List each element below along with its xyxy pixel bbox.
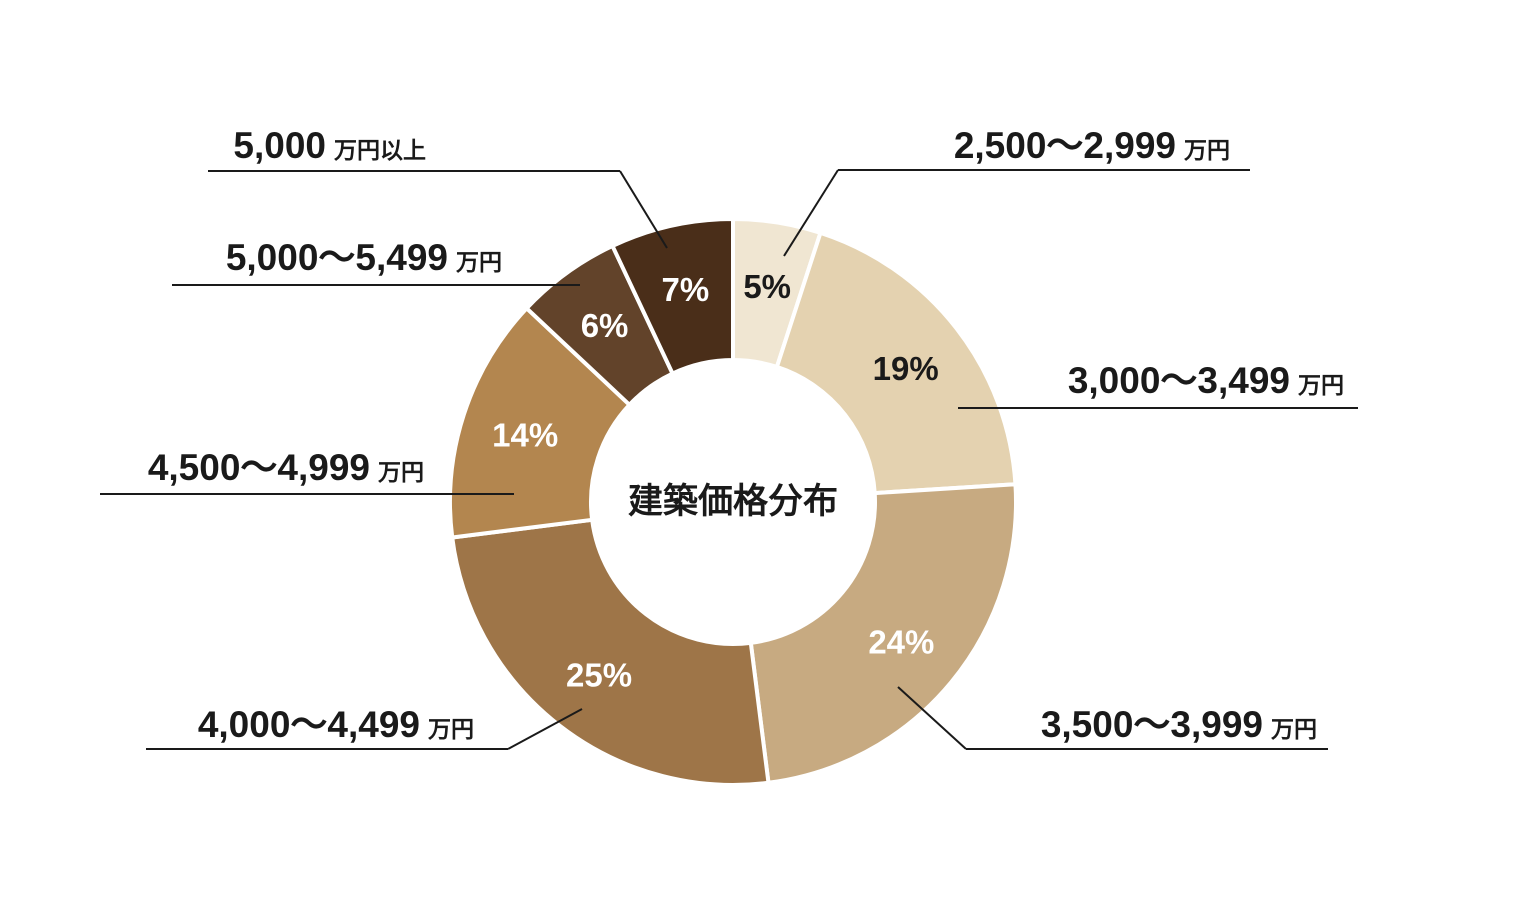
category-unit-label: 万円 (1298, 373, 1344, 399)
category-unit-label: 万円以上 (334, 138, 426, 164)
category-label: 3,000〜3,499 (1068, 360, 1290, 401)
slice-percent-label: 24% (868, 623, 934, 660)
slice-percent-label: 7% (661, 271, 709, 308)
slice-percent-label: 14% (492, 416, 558, 453)
slice-percent-label: 19% (873, 350, 939, 387)
leader-line (783, 169, 839, 257)
pie-slice (450, 517, 771, 787)
slice-percent-label: 25% (566, 657, 632, 694)
category-label: 5,000 (233, 125, 326, 166)
category-unit-label: 万円 (378, 460, 424, 486)
category-unit-label: 万円 (456, 250, 502, 276)
category-label: 5,000〜5,499 (226, 237, 448, 278)
category-labels-group: 2,500〜2,999 万円 3,000〜3,499 万円 3,500〜3,999 万円 4… (148, 125, 1344, 745)
leader-line (897, 686, 967, 750)
leader-lines-group (100, 169, 1358, 750)
category-unit-label: 万円 (1271, 717, 1317, 743)
leader-line (507, 708, 583, 750)
leader-line (619, 170, 668, 249)
slice-percent-label: 6% (581, 307, 629, 344)
pie-slice (610, 217, 735, 376)
category-unit-label: 万円 (1184, 138, 1230, 164)
slices-group (448, 217, 1018, 787)
pie-slice (774, 230, 1018, 496)
slice-percent-label: 5% (743, 268, 791, 305)
category-label: 4,500〜4,999 (148, 447, 370, 488)
pie-slice (748, 482, 1018, 785)
category-unit-label: 万円 (428, 717, 474, 743)
category-label: 4,000〜4,499 (198, 704, 420, 745)
chart-title: 建築価格分布 (628, 482, 838, 522)
pie-slice (448, 306, 632, 540)
category-label: 3,500〜3,999 (1041, 704, 1263, 745)
percent-labels-group: 5% 19% 24% 25% 14% 6% 7% (492, 268, 939, 693)
category-label: 2,500〜2,999 (954, 125, 1176, 166)
